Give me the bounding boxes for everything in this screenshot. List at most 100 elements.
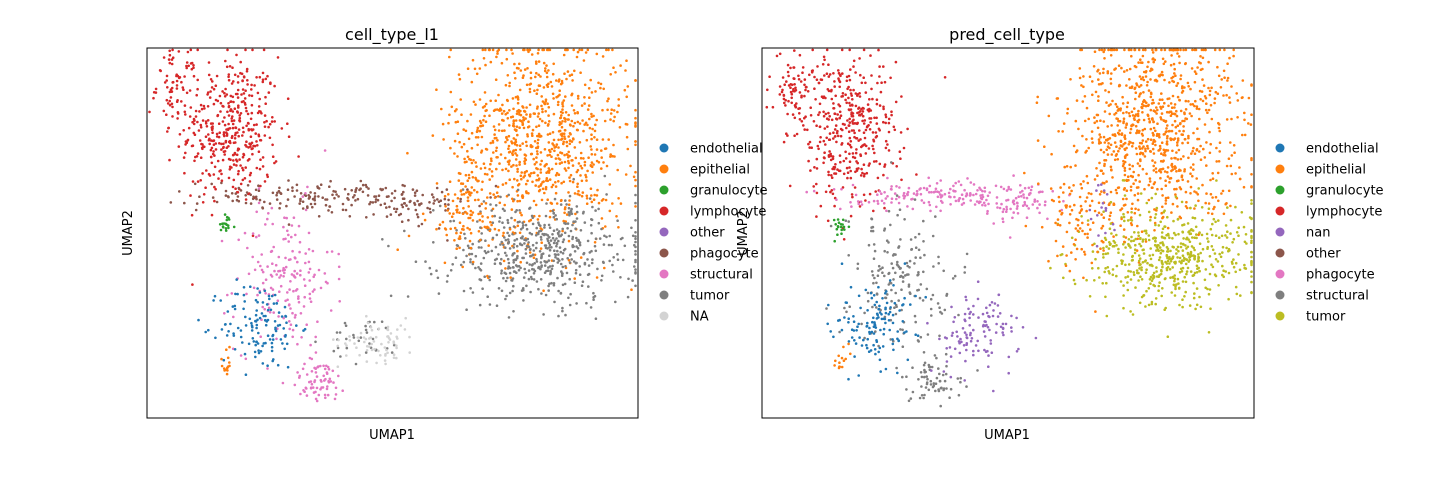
- data-point-epithelial: [1174, 132, 1178, 135]
- data-point-lymphocyte: [838, 80, 842, 84]
- data-point-endothelial: [233, 348, 237, 351]
- data-point-phagocyte: [959, 183, 963, 187]
- data-point-epithelial: [1122, 120, 1125, 123]
- data-point-phagocyte: [257, 184, 260, 187]
- data-point-epithelial: [1115, 153, 1118, 156]
- data-point-phagocyte: [968, 194, 972, 197]
- data-point-lymphocyte: [191, 144, 195, 147]
- data-point-epithelial: [514, 119, 518, 122]
- data-point-phagocyte: [954, 199, 958, 203]
- data-point-epithelial: [1230, 85, 1233, 88]
- data-point-epithelial: [550, 85, 554, 88]
- data-point-phagocyte: [255, 197, 258, 201]
- data-point-epithelial: [1134, 207, 1137, 211]
- data-point-tumor: [543, 226, 546, 229]
- data-point-epithelial: [1211, 172, 1214, 175]
- data-point-structural: [314, 351, 318, 354]
- data-point-structural: [926, 377, 929, 381]
- data-point-epithelial: [518, 119, 522, 122]
- data-point-lymphocyte: [851, 195, 854, 199]
- data-point-epithelial: [1167, 104, 1170, 108]
- data-point-endothelial: [263, 289, 267, 293]
- data-point-tumor: [558, 234, 561, 238]
- data-point-lymphocyte: [217, 177, 220, 180]
- data-point-epithelial: [1121, 197, 1125, 201]
- data-point-lymphocyte: [263, 125, 267, 128]
- data-point-lymphocyte: [785, 80, 788, 83]
- data-point-structural: [976, 369, 979, 372]
- data-point-lymphocyte: [830, 118, 834, 122]
- data-point-epithelial: [510, 140, 513, 143]
- data-point-phagocyte: [231, 199, 234, 203]
- data-point-epithelial: [613, 155, 616, 158]
- data-point-lymphocyte: [192, 131, 196, 135]
- data-point-epithelial: [605, 48, 608, 52]
- data-point-lymphocyte: [832, 137, 835, 140]
- data-point-lymphocyte: [184, 140, 188, 143]
- data-point-epithelial: [506, 138, 509, 142]
- data-point-phagocyte: [409, 199, 412, 203]
- data-point-lymphocyte: [844, 157, 848, 160]
- data-point-phagocyte: [1017, 195, 1020, 198]
- data-point-lymphocyte: [236, 96, 240, 99]
- data-point-endothelial: [870, 296, 874, 300]
- legend-marker: [659, 290, 669, 300]
- data-point-endothelial: [256, 300, 259, 304]
- data-point-epithelial: [1136, 237, 1139, 241]
- data-point-structural: [314, 367, 318, 371]
- data-point-epithelial: [1125, 111, 1128, 114]
- data-point-lymphocyte: [784, 104, 787, 107]
- data-point-tumor: [498, 216, 502, 219]
- data-point-tumor: [561, 283, 565, 287]
- data-point-epithelial: [1123, 135, 1126, 139]
- data-point-epithelial: [1149, 149, 1152, 153]
- data-point-tumor: [603, 234, 606, 238]
- data-point-structural: [287, 303, 291, 307]
- data-point-lymphocyte: [244, 89, 247, 92]
- data-point-epithelial: [1151, 51, 1155, 54]
- data-point-structural: [856, 267, 859, 270]
- data-point-tumor: [552, 259, 555, 263]
- data-point-lymphocyte: [778, 93, 782, 96]
- data-point-endothelial: [896, 330, 899, 333]
- data-point-tumor: [592, 298, 595, 302]
- data-point-epithelial: [562, 180, 566, 184]
- data-point-phagocyte: [986, 209, 989, 213]
- data-point-lymphocyte: [241, 134, 244, 137]
- data-point-nan: [969, 310, 972, 314]
- data-point-phagocyte: [928, 184, 932, 188]
- data-point-epithelial: [478, 67, 482, 70]
- data-point-lymphocyte: [849, 92, 853, 95]
- data-point-phagocyte: [359, 179, 363, 183]
- data-point-lymphocyte: [168, 99, 171, 103]
- data-point-structural: [282, 266, 285, 270]
- data-point-tumor: [1214, 258, 1218, 261]
- data-point-structural: [905, 375, 908, 379]
- data-point-epithelial: [1066, 112, 1069, 115]
- data-point-epithelial: [1163, 170, 1167, 173]
- data-point-phagocyte: [1025, 204, 1029, 208]
- data-point-phagocyte: [275, 193, 278, 197]
- data-point-phagocyte: [430, 193, 434, 196]
- data-point-epithelial: [496, 50, 499, 53]
- data-point-epithelial: [1140, 105, 1143, 109]
- data-point-lymphocyte: [232, 163, 236, 166]
- data-point-granulocyte: [221, 222, 224, 225]
- data-point-epithelial: [1199, 144, 1202, 148]
- data-point-epithelial: [504, 167, 508, 171]
- data-point-endothelial: [888, 279, 892, 282]
- data-point-epithelial: [1170, 129, 1174, 133]
- data-point-lymphocyte: [267, 91, 271, 94]
- data-point-epithelial: [486, 173, 489, 176]
- data-point-epithelial: [526, 135, 529, 138]
- data-point-structural: [223, 312, 226, 315]
- data-point-structural: [914, 256, 917, 259]
- data-point-lymphocyte: [866, 103, 870, 106]
- data-point-tumor: [569, 292, 572, 296]
- data-point-endothelial: [260, 312, 264, 315]
- data-point-lymphocyte: [249, 171, 253, 175]
- data-point-tumor: [556, 261, 560, 264]
- data-point-lymphocyte: [235, 153, 239, 157]
- data-point-epithelial: [519, 174, 523, 178]
- data-point-structural: [923, 361, 927, 365]
